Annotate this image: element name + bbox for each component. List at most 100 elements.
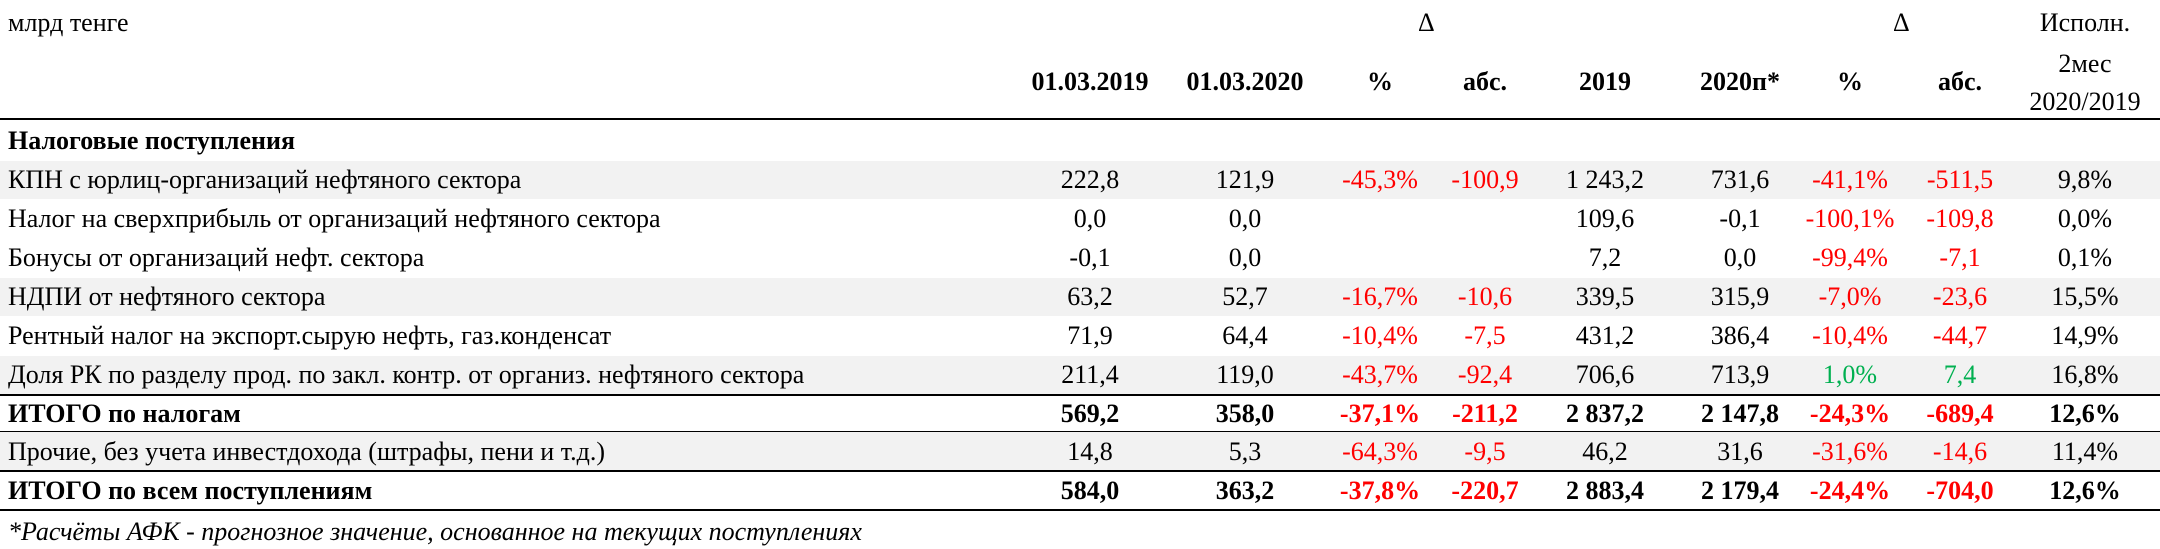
row-kpn-delta-abs: -100,9 (1451, 165, 1519, 194)
row-stripe (0, 161, 2160, 199)
row-rent-tax-label: Рентный налог на экспорт.сырую нефть, га… (8, 321, 612, 350)
unit-label: млрд тенге (8, 8, 129, 37)
row-other-val-2019-mar: 14,8 (1067, 437, 1113, 466)
row-excess-profit-tax-val-2020p: -0,1 (1719, 204, 1761, 233)
total-taxes-top-rule (0, 394, 2160, 396)
row-psa-share-execution: 16,8% (2051, 360, 2119, 389)
row-kpn-label: КПН с юрлиц-организаций нефтяного сектор… (8, 165, 522, 194)
row-kpn-val-2019: 1 243,2 (1566, 165, 1644, 194)
total-all-bottom-rule (0, 509, 2160, 511)
row-psa-share-delta-pct: -43,7% (1342, 360, 1418, 389)
row-mineral-tax-delta-abs-y: -23,6 (1932, 282, 1988, 311)
execution-header-1: Исполн. (2039, 8, 2131, 37)
row-kpn-execution: 9,8% (2057, 165, 2113, 194)
row-other-delta-abs-y: -14,6 (1932, 437, 1988, 466)
row-total-taxes-val-2020p: 2 147,8 (1701, 399, 1779, 428)
col-header-pct-y: % (1837, 67, 1863, 96)
row-other-label: Прочие, без учета инвестдохода (штрафы, … (8, 437, 605, 466)
row-total-all-delta-pct: -37,8% (1339, 476, 1421, 505)
row-total-all-val-2019-mar: 584,0 (1060, 476, 1120, 505)
row-rent-tax-val-2019-mar: 71,9 (1067, 321, 1113, 350)
row-excess-profit-tax-val-2019: 109,6 (1575, 204, 1635, 233)
row-stripe (0, 278, 2160, 316)
row-excess-profit-tax-val-2019-mar: 0,0 (1073, 204, 1107, 233)
row-other-delta-pct: -64,3% (1342, 437, 1418, 466)
row-mineral-tax-label: НДПИ от нефтяного сектора (8, 282, 326, 311)
row-total-all-execution: 12,6% (2049, 476, 2121, 505)
header-rule (0, 118, 2160, 120)
col-header-abs: абс. (1462, 67, 1508, 96)
row-excess-profit-tax-label: Налог на сверхприбыль от организаций неф… (8, 204, 661, 233)
row-total-taxes-label: ИТОГО по налогам (8, 399, 241, 428)
total-taxes-bottom-rule (0, 431, 2160, 432)
row-mineral-tax-delta-abs: -10,6 (1457, 282, 1513, 311)
row-other-delta-pct-y: -31,6% (1812, 437, 1888, 466)
row-total-taxes-delta-abs-y: -689,4 (1926, 399, 1994, 428)
row-stripe (0, 432, 2160, 470)
row-total-taxes-val-2019-mar: 569,2 (1060, 399, 1120, 428)
row-psa-share-label: Доля РК по разделу прод. по закл. контр.… (8, 360, 805, 389)
row-kpn-val-2019-mar: 222,8 (1060, 165, 1120, 194)
row-mineral-tax-execution: 15,5% (2051, 282, 2119, 311)
row-total-all-val-2020-mar: 363,2 (1215, 476, 1275, 505)
section-title: Налоговые поступления (8, 126, 296, 155)
execution-header-3: 2020/2019 (2029, 87, 2141, 116)
row-mineral-tax-delta-pct: -16,7% (1342, 282, 1418, 311)
col-header-2020p: 2020п* (1700, 67, 1780, 96)
row-psa-share-delta-abs-y: 7,4 (1943, 360, 1977, 389)
delta-symbol-y: Δ (1893, 8, 1910, 37)
total-all-top-rule (0, 470, 2160, 472)
row-kpn-delta-abs-y: -511,5 (1926, 165, 1994, 194)
row-other-val-2020p: 31,6 (1717, 437, 1763, 466)
row-mineral-tax-val-2019: 339,5 (1575, 282, 1635, 311)
row-kpn-val-2020p: 731,6 (1710, 165, 1770, 194)
row-other-val-2020-mar: 5,3 (1228, 437, 1262, 466)
row-rent-tax-val-2020p: 386,4 (1710, 321, 1770, 350)
row-excess-profit-tax-delta-abs-y: -109,8 (1926, 204, 1994, 233)
row-total-all-delta-abs: -220,7 (1451, 476, 1519, 505)
row-rent-tax-delta-abs: -7,5 (1464, 321, 1506, 350)
row-total-taxes-execution: 12,6% (2049, 399, 2121, 428)
row-bonuses-val-2019-mar: -0,1 (1069, 243, 1111, 272)
row-kpn-delta-pct-y: -41,1% (1812, 165, 1888, 194)
row-stripe (0, 356, 2160, 394)
row-total-all-delta-abs-y: -704,0 (1926, 476, 1994, 505)
row-psa-share-delta-abs: -92,4 (1457, 360, 1513, 389)
row-total-taxes-val-2020-mar: 358,0 (1215, 399, 1275, 428)
footnote: *Расчёты АФК - прогнозное значение, осно… (8, 517, 862, 546)
row-total-taxes-val-2019: 2 837,2 (1566, 399, 1644, 428)
row-bonuses-delta-abs-y: -7,1 (1939, 243, 1981, 272)
row-bonuses-execution: 0,1% (2057, 243, 2113, 272)
col-header-date-2020: 01.03.2020 (1186, 67, 1304, 96)
delta-symbol-q: Δ (1418, 8, 1435, 37)
col-header-2019: 2019 (1579, 67, 1631, 96)
row-total-taxes-delta-pct: -37,1% (1339, 399, 1421, 428)
row-other-delta-abs: -9,5 (1464, 437, 1506, 466)
row-bonuses-val-2019: 7,2 (1588, 243, 1622, 272)
row-total-all-delta-pct-y: -24,4% (1809, 476, 1891, 505)
row-rent-tax-val-2020-mar: 64,4 (1222, 321, 1268, 350)
row-kpn-delta-pct: -45,3% (1342, 165, 1418, 194)
row-psa-share-val-2019: 706,6 (1575, 360, 1635, 389)
row-excess-profit-tax-delta-pct-y: -100,1% (1805, 204, 1895, 233)
row-other-val-2019: 46,2 (1582, 437, 1628, 466)
row-mineral-tax-val-2019-mar: 63,2 (1067, 282, 1113, 311)
row-rent-tax-delta-pct: -10,4% (1342, 321, 1418, 350)
row-bonuses-val-2020-mar: 0,0 (1228, 243, 1262, 272)
row-mineral-tax-val-2020-mar: 52,7 (1222, 282, 1268, 311)
row-rent-tax-delta-pct-y: -10,4% (1812, 321, 1888, 350)
row-bonuses-val-2020p: 0,0 (1723, 243, 1757, 272)
row-psa-share-val-2020p: 713,9 (1710, 360, 1770, 389)
row-total-taxes-delta-abs: -211,2 (1452, 399, 1518, 428)
row-bonuses-delta-pct-y: -99,4% (1812, 243, 1888, 272)
col-header-date-2019: 01.03.2019 (1031, 67, 1149, 96)
row-rent-tax-execution: 14,9% (2051, 321, 2119, 350)
row-rent-tax-val-2019: 431,2 (1575, 321, 1635, 350)
row-excess-profit-tax-execution: 0,0% (2057, 204, 2113, 233)
row-total-all-label: ИТОГО по всем поступлениям (8, 476, 373, 505)
row-rent-tax-delta-abs-y: -44,7 (1932, 321, 1988, 350)
row-bonuses-label: Бонусы от организаций нефт. сектора (8, 243, 425, 272)
row-kpn-val-2020-mar: 121,9 (1215, 165, 1275, 194)
row-psa-share-val-2019-mar: 211,4 (1061, 360, 1119, 389)
col-header-abs-y: абс. (1937, 67, 1983, 96)
